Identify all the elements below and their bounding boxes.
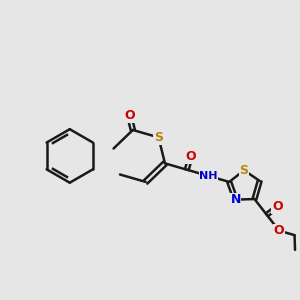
- Text: N: N: [230, 193, 241, 206]
- Text: O: O: [185, 150, 196, 163]
- Text: S: S: [240, 164, 249, 177]
- Text: O: O: [272, 200, 283, 213]
- Text: O: O: [274, 224, 284, 237]
- Text: S: S: [154, 131, 163, 144]
- Text: O: O: [124, 109, 135, 122]
- Text: NH: NH: [200, 171, 218, 181]
